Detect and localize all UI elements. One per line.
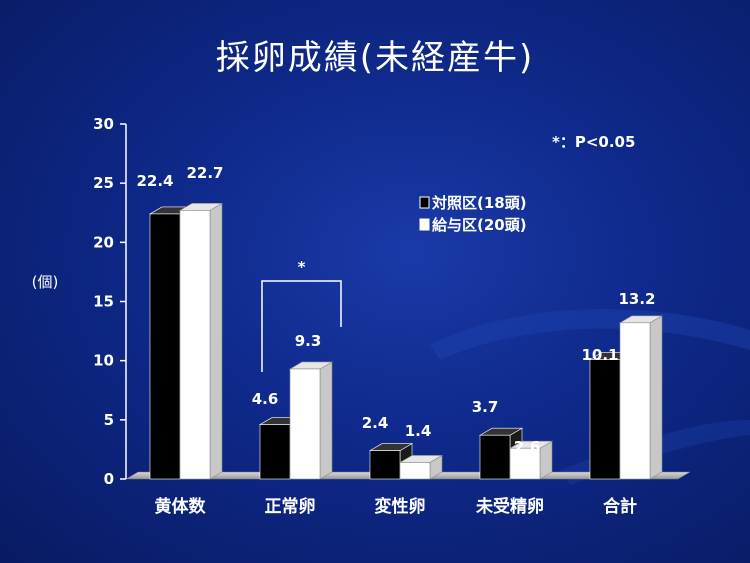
category-label-3: 未受精卵: [475, 496, 544, 517]
chart-title: 採卵成績(未経産牛): [215, 38, 535, 78]
legend-label-1: 給与区(20頭): [432, 216, 527, 234]
bar-2-0: [369, 450, 401, 480]
y-tick-label-6: 30: [93, 115, 114, 133]
background-swoosh: [430, 309, 750, 360]
bar-1-0: [259, 424, 291, 480]
y-tick-label-5: 25: [93, 174, 114, 192]
bar-3-0: [479, 434, 511, 480]
legend-swatch-0: [419, 196, 430, 209]
value-label-1-1: 9.3: [295, 332, 322, 350]
value-label-3-0: 3.7: [472, 398, 499, 416]
bar-3-1: [509, 447, 541, 480]
y-tick-label-2: 10: [93, 352, 114, 370]
value-label-4-0: 10.1: [581, 346, 618, 364]
value-label-2-1: 1.4: [405, 422, 432, 440]
significance-note: *：P<0.05: [552, 133, 635, 151]
category-label-0: 黄体数: [155, 496, 207, 517]
bar-4-0: [589, 359, 621, 480]
bar-side-0-1: [209, 202, 223, 480]
value-label-1-0: 4.6: [252, 390, 279, 408]
bar-4-1: [619, 322, 651, 480]
y-axis-label: (個): [32, 273, 59, 291]
bar-side-1-1: [319, 361, 333, 480]
value-label-0-0: 22.4: [136, 172, 173, 190]
category-label-4: 合計: [603, 496, 637, 517]
bar-2-1: [399, 462, 431, 480]
y-tick-label-1: 5: [104, 411, 114, 429]
y-tick-label-4: 20: [93, 233, 114, 251]
y-tick-label-0: 0: [104, 470, 114, 488]
bar-0-0: [149, 213, 181, 480]
category-label-1: 正常卵: [265, 496, 316, 517]
significance-bracket: [261, 280, 342, 372]
bar-side-4-1: [649, 315, 663, 480]
y-tick-label-3: 15: [93, 293, 114, 311]
bar-0-1: [179, 210, 211, 480]
category-label-2: 変性卵: [375, 496, 426, 517]
value-label-4-1: 13.2: [618, 290, 655, 308]
significance-mark: *: [298, 258, 306, 276]
value-label-0-1: 22.7: [186, 164, 223, 182]
legend-label-0: 対照区(18頭): [431, 194, 527, 212]
bar-1-1: [289, 368, 321, 480]
legend-swatch-1: [419, 218, 430, 231]
value-label-2-0: 2.4: [362, 414, 389, 432]
value-label-3-1: 2.6: [514, 438, 541, 456]
